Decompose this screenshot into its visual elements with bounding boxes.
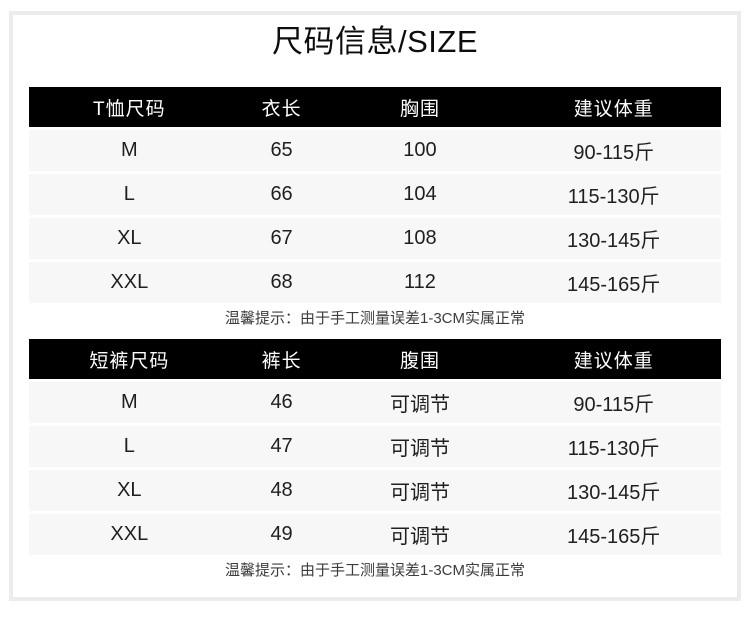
- table-cell: M: [121, 139, 138, 161]
- table-cell: 145-165斤: [567, 526, 661, 548]
- table-header-row: 短裤尺码 裤长 腹围 建议体重: [29, 339, 721, 379]
- header-cell-belly: 腹围: [399, 350, 440, 372]
- header-cell-garment-length: 衣长: [261, 98, 302, 120]
- table-cell: XXL: [110, 271, 149, 293]
- table-header-row: T恤尺码 衣长 胸围 建议体重: [29, 87, 721, 127]
- table-cell: 47: [270, 435, 293, 457]
- page-title: 尺码信息/SIZE: [271, 24, 478, 59]
- table-row: XL 48 可调节 130-145斤: [29, 470, 721, 511]
- table-cell: 可调节: [389, 438, 450, 460]
- header-cell-shorts-size: 短裤尺码: [89, 350, 170, 372]
- table-row: XXL 68 112 145-165斤: [29, 262, 721, 303]
- table-cell: 130-145斤: [567, 482, 661, 504]
- tshirt-size-table: T恤尺码 衣长 胸围 建议体重 M 65 100 90-115斤 L 66 10…: [29, 87, 721, 329]
- table-cell: 可调节: [389, 482, 450, 504]
- table-cell: 65: [270, 139, 293, 161]
- table-cell: 104: [403, 183, 437, 205]
- table-cell: 100: [403, 139, 437, 161]
- header-cell-pants-length: 裤长: [261, 350, 302, 372]
- table-cell: 115-130斤: [567, 186, 660, 208]
- table-cell: XL: [117, 227, 142, 249]
- measurement-note: 温馨提示：由于手工测量误差1-3CM实属正常: [224, 310, 525, 327]
- table-row: L 66 104 115-130斤: [29, 174, 721, 215]
- table-row: M 65 100 90-115斤: [29, 130, 721, 171]
- table-row: XL 67 108 130-145斤: [29, 218, 721, 259]
- table-cell: 145-165斤: [567, 274, 661, 296]
- table-cell: 90-115斤: [573, 394, 655, 416]
- table-cell: 108: [403, 227, 437, 249]
- table-cell: 68: [270, 271, 293, 293]
- header-cell-suggested-weight: 建议体重: [573, 350, 654, 372]
- measurement-note: 温馨提示：由于手工测量误差1-3CM实属正常: [224, 562, 525, 579]
- table-cell: 112: [404, 271, 436, 293]
- table-row: L 47 可调节 115-130斤: [29, 426, 721, 467]
- table-cell: 可调节: [389, 526, 450, 548]
- table-row: M 46 可调节 90-115斤: [29, 382, 721, 423]
- table-row: XXL 49 可调节 145-165斤: [29, 514, 721, 555]
- table-cell: XL: [117, 479, 142, 501]
- table-cell: 67: [270, 227, 293, 249]
- table-cell: 可调节: [389, 394, 450, 416]
- header-cell-suggested-weight: 建议体重: [573, 98, 654, 120]
- table-cell: 66: [270, 183, 293, 205]
- header-cell-tshirt-size: T恤尺码: [93, 98, 166, 120]
- table-cell: 48: [270, 479, 293, 501]
- table-cell: 46: [270, 391, 293, 413]
- shorts-size-table: 短裤尺码 裤长 腹围 建议体重 M 46 可调节 90-115斤 L 47 可调…: [29, 339, 721, 581]
- card-frame: 尺码信息/SIZE T恤尺码 衣长 胸围 建议体重 M 65 100 90-11…: [9, 11, 741, 601]
- table-cell: 90-115斤: [573, 142, 655, 164]
- table-cell: 130-145斤: [567, 230, 661, 252]
- header-cell-chest: 胸围: [399, 98, 440, 120]
- content-area: 尺码信息/SIZE T恤尺码 衣长 胸围 建议体重 M 65 100 90-11…: [13, 15, 737, 581]
- table-cell: 115-130斤: [567, 438, 660, 460]
- table-cell: 49: [270, 523, 293, 545]
- table-cell: M: [121, 391, 138, 413]
- table-cell: L: [123, 183, 135, 205]
- table-cell: L: [123, 435, 135, 457]
- table-cell: XXL: [110, 523, 149, 545]
